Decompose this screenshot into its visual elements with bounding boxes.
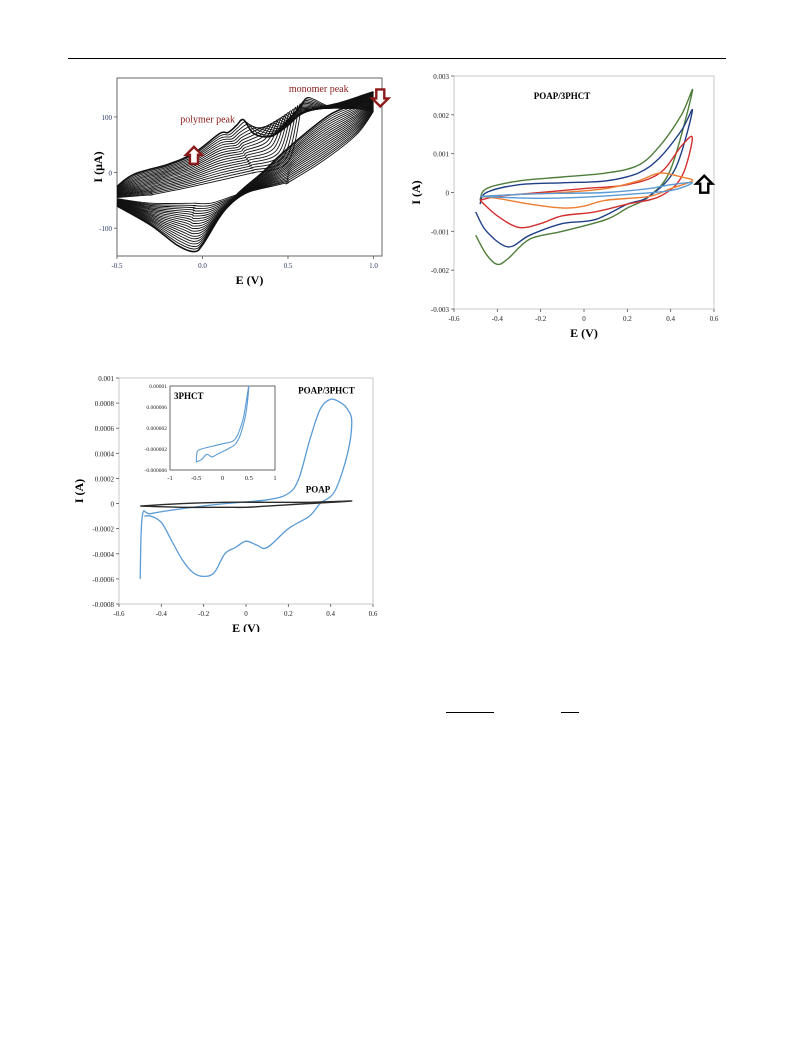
x-tick-label: -0.2 xyxy=(535,315,547,323)
inset-y-tick-label: -0.000002 xyxy=(145,447,168,453)
cycle-direction-arrow-icon xyxy=(369,88,392,109)
cv-cycle-curve xyxy=(116,94,374,245)
y-tick-label: -0.003 xyxy=(431,306,450,314)
inset-x-tick-label: 1 xyxy=(273,475,276,482)
y-tick-label: -100 xyxy=(99,225,112,233)
peak-annotation: monomer peak xyxy=(289,84,349,95)
figure-2-poap-3phct-cv: -0.6 -0.4 -0.2 0 0.2 0.4 0.6 -0.003 -0.002 -0.001… xyxy=(410,73,719,340)
scan-increase-arrow-icon xyxy=(693,174,716,194)
series-label: POAP xyxy=(306,485,331,495)
x-tick-label: 0.2 xyxy=(623,315,632,323)
x-tick-label: 0.6 xyxy=(369,610,378,618)
y-tick-label: 0 xyxy=(111,501,115,509)
inset-frame xyxy=(169,385,276,471)
inset-x-tick-label: 0 xyxy=(221,475,224,482)
y-tick-label: 0.002 xyxy=(433,112,449,120)
y-tick-label: 0.0008 xyxy=(95,400,115,408)
x-tick-label: -0.4 xyxy=(492,315,504,323)
y-tick-label: 0 xyxy=(109,170,113,178)
inset-cv-curve xyxy=(195,385,250,463)
y-tick-label: 0.0002 xyxy=(95,475,115,483)
y-tick-label: 0.0004 xyxy=(95,450,115,458)
cv-cycle-curve xyxy=(116,99,374,232)
y-tick-label: -0.0008 xyxy=(92,601,114,609)
x-tick-label: 0.0 xyxy=(198,262,207,270)
plot-frame xyxy=(116,77,383,257)
figure-1-monomer-polymer-cv: -0.5 0.0 0.5 1.0 -100 0 100 E (V) I (μA) monomer … xyxy=(91,77,392,287)
x-tick-label: 0 xyxy=(244,610,248,618)
y-tick-label: 100 xyxy=(102,114,113,122)
y-axis-label: I (μA) xyxy=(91,151,105,182)
inset-x-tick-label: -0.5 xyxy=(191,475,201,482)
y-tick-label: -0.0004 xyxy=(92,551,114,559)
y-tick-label: -0.001 xyxy=(431,228,450,236)
cv-cycle-curve xyxy=(116,96,374,190)
y-tick-label: 0.001 xyxy=(433,151,449,159)
y-tick-label: 0.001 xyxy=(98,375,114,383)
figure-3-poap-vs-poap-3phct-cv: -0.6 -0.4 -0.2 0 0.2 0.4 0.6 -0.0008 -0.0006 -0.0… xyxy=(75,375,378,632)
cv-cycle-curve xyxy=(116,91,374,188)
cv-series-curve xyxy=(475,88,694,266)
y-axis-label: I (A) xyxy=(75,479,86,503)
inset-y-tick-label: 0.00001 xyxy=(149,384,167,390)
cv-series-curve xyxy=(479,181,694,200)
inset-background xyxy=(124,382,281,487)
x-tick-label: -0.5 xyxy=(111,262,123,270)
cv-cycle-curve xyxy=(116,95,374,242)
x-tick-label: -0.4 xyxy=(156,610,168,618)
y-axis-label: I (A) xyxy=(410,180,423,204)
inset-x-tick-label: 0.5 xyxy=(245,475,253,482)
inset-y-tick-label: -0.000006 xyxy=(145,468,168,474)
equation-fraction-bar xyxy=(446,712,494,713)
chart-title: POAP/3PHCT xyxy=(534,91,591,101)
inset-y-tick-label: 0.000006 xyxy=(146,405,167,411)
series-label: POAP/3PHCT xyxy=(298,385,355,395)
cv-series-curve xyxy=(479,172,694,209)
x-tick-label: -0.2 xyxy=(198,610,210,618)
equation-fraction-bar xyxy=(561,712,579,713)
y-tick-label: 0 xyxy=(446,190,450,198)
y-tick-label: 0.003 xyxy=(433,73,449,81)
x-tick-label: -0.6 xyxy=(113,610,125,618)
x-tick-label: 0 xyxy=(582,315,586,323)
x-tick-label: 0.5 xyxy=(284,262,293,270)
y-tick-label: -0.0002 xyxy=(92,526,114,534)
cv-series-curve xyxy=(140,500,353,509)
peak-annotation: polymer peak xyxy=(180,115,235,126)
y-tick-label: 0.0006 xyxy=(95,425,115,433)
header-rule xyxy=(68,58,726,59)
x-tick-label: 0.2 xyxy=(284,610,293,618)
x-tick-label: 1.0 xyxy=(369,262,378,270)
cv-series-curve xyxy=(475,108,694,248)
x-tick-label: 0.4 xyxy=(326,610,335,618)
x-tick-label: 0.6 xyxy=(710,315,719,323)
x-axis-label: E (V) xyxy=(570,326,598,340)
x-tick-label: 0.4 xyxy=(666,315,675,323)
y-tick-label: -0.002 xyxy=(431,267,450,275)
x-tick-label: -0.6 xyxy=(448,315,460,323)
cv-cycle-curve xyxy=(116,91,374,253)
x-axis-label: E (V) xyxy=(232,621,260,632)
inset-y-tick-label: 0.000002 xyxy=(146,426,167,432)
y-tick-label: -0.0006 xyxy=(92,576,114,584)
inset-title: 3PHCT xyxy=(174,391,204,401)
cv-cycle-curve xyxy=(116,103,374,195)
cv-series-curve xyxy=(139,398,353,579)
inset-x-tick-label: -1 xyxy=(167,475,172,482)
x-axis-label: E (V) xyxy=(236,273,264,287)
cycle-direction-arrow-icon xyxy=(183,145,205,166)
